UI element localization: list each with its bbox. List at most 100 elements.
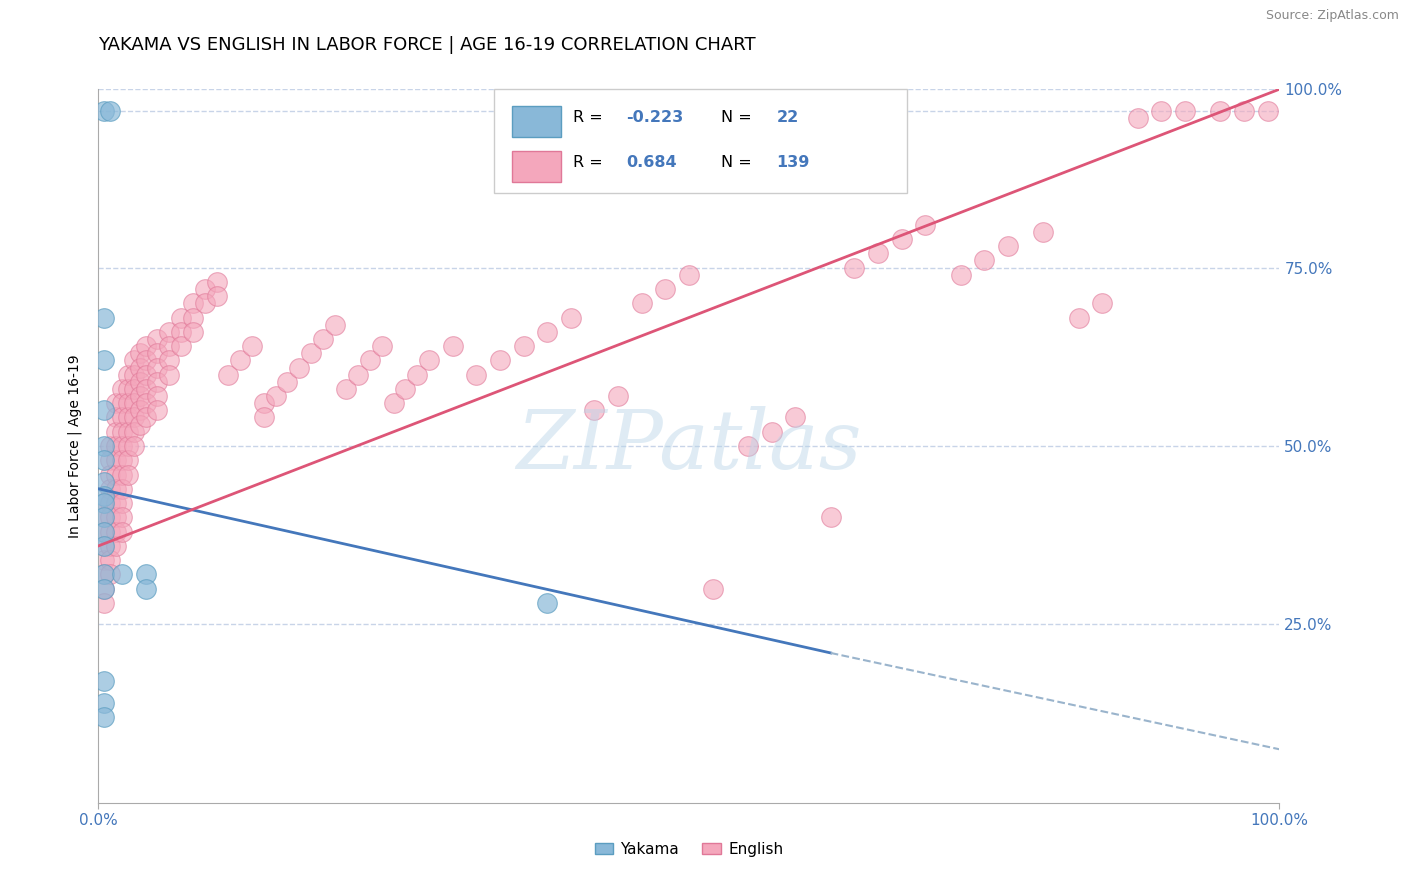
Point <box>105 410 128 425</box>
Point <box>93 696 115 710</box>
Point <box>914 218 936 232</box>
Point <box>117 396 139 410</box>
Point <box>111 467 134 482</box>
Point <box>536 325 558 339</box>
Point <box>146 403 169 417</box>
Point <box>146 375 169 389</box>
Text: YAKAMA VS ENGLISH IN LABOR FORCE | AGE 16-19 CORRELATION CHART: YAKAMA VS ENGLISH IN LABOR FORCE | AGE 1… <box>98 36 756 54</box>
FancyBboxPatch shape <box>494 89 907 193</box>
Point <box>98 553 121 567</box>
Text: N =: N = <box>721 111 756 125</box>
Point <box>866 246 889 260</box>
Point <box>1257 103 1279 118</box>
Point <box>654 282 676 296</box>
Point <box>93 567 115 582</box>
Point <box>93 496 115 510</box>
Point <box>253 396 276 410</box>
FancyBboxPatch shape <box>512 151 561 182</box>
Point <box>98 103 121 118</box>
Point <box>122 396 145 410</box>
Point <box>93 475 115 489</box>
Point <box>111 425 134 439</box>
Point <box>105 510 128 524</box>
Point <box>583 403 606 417</box>
Point <box>276 375 298 389</box>
Point <box>135 382 157 396</box>
Point <box>122 382 145 396</box>
Point <box>93 596 115 610</box>
Point <box>117 410 139 425</box>
Point <box>1150 103 1173 118</box>
Point <box>1126 111 1149 125</box>
Point <box>135 410 157 425</box>
Point <box>93 453 115 467</box>
Point <box>288 360 311 375</box>
Point <box>181 310 204 325</box>
Point <box>93 489 115 503</box>
Point <box>181 296 204 310</box>
Point <box>105 467 128 482</box>
Point <box>536 596 558 610</box>
Point <box>98 496 121 510</box>
Point <box>117 453 139 467</box>
Text: R =: R = <box>574 155 607 170</box>
Point <box>111 382 134 396</box>
Point <box>111 439 134 453</box>
Text: 139: 139 <box>776 155 810 170</box>
Point <box>157 325 180 339</box>
Point <box>105 396 128 410</box>
Point <box>135 567 157 582</box>
Point <box>93 103 115 118</box>
Text: 22: 22 <box>776 111 799 125</box>
Point <box>93 674 115 689</box>
Point <box>111 396 134 410</box>
Point <box>1067 310 1090 325</box>
Point <box>93 524 115 539</box>
Point <box>93 496 115 510</box>
Point <box>973 253 995 268</box>
Point <box>117 382 139 396</box>
Point <box>146 346 169 360</box>
Point <box>105 524 128 539</box>
Point <box>181 325 204 339</box>
Point <box>98 439 121 453</box>
Point <box>359 353 381 368</box>
Point <box>93 539 115 553</box>
Point <box>122 353 145 368</box>
Point <box>122 368 145 382</box>
Point <box>229 353 252 368</box>
Point <box>111 524 134 539</box>
Point <box>1174 103 1197 118</box>
Point <box>194 296 217 310</box>
Point <box>335 382 357 396</box>
Legend: Yakama, English: Yakama, English <box>589 836 789 863</box>
Point <box>111 453 134 467</box>
Point <box>122 410 145 425</box>
Point <box>128 403 150 417</box>
Point <box>93 353 115 368</box>
Point <box>299 346 322 360</box>
FancyBboxPatch shape <box>512 105 561 137</box>
Point <box>761 425 783 439</box>
Point <box>93 582 115 596</box>
Text: R =: R = <box>574 111 607 125</box>
Text: N =: N = <box>721 155 756 170</box>
Point <box>93 582 115 596</box>
Point <box>98 453 121 467</box>
Y-axis label: In Labor Force | Age 16-19: In Labor Force | Age 16-19 <box>67 354 83 538</box>
Point <box>194 282 217 296</box>
Point <box>205 289 228 303</box>
Point <box>111 482 134 496</box>
Text: ZIPatlas: ZIPatlas <box>516 406 862 486</box>
Point <box>105 453 128 467</box>
Point <box>157 339 180 353</box>
Point <box>406 368 429 382</box>
Point <box>146 360 169 375</box>
Point <box>93 710 115 724</box>
Point <box>418 353 440 368</box>
Point <box>844 260 866 275</box>
Point <box>117 425 139 439</box>
Point <box>371 339 394 353</box>
Point <box>128 346 150 360</box>
Point <box>217 368 239 382</box>
